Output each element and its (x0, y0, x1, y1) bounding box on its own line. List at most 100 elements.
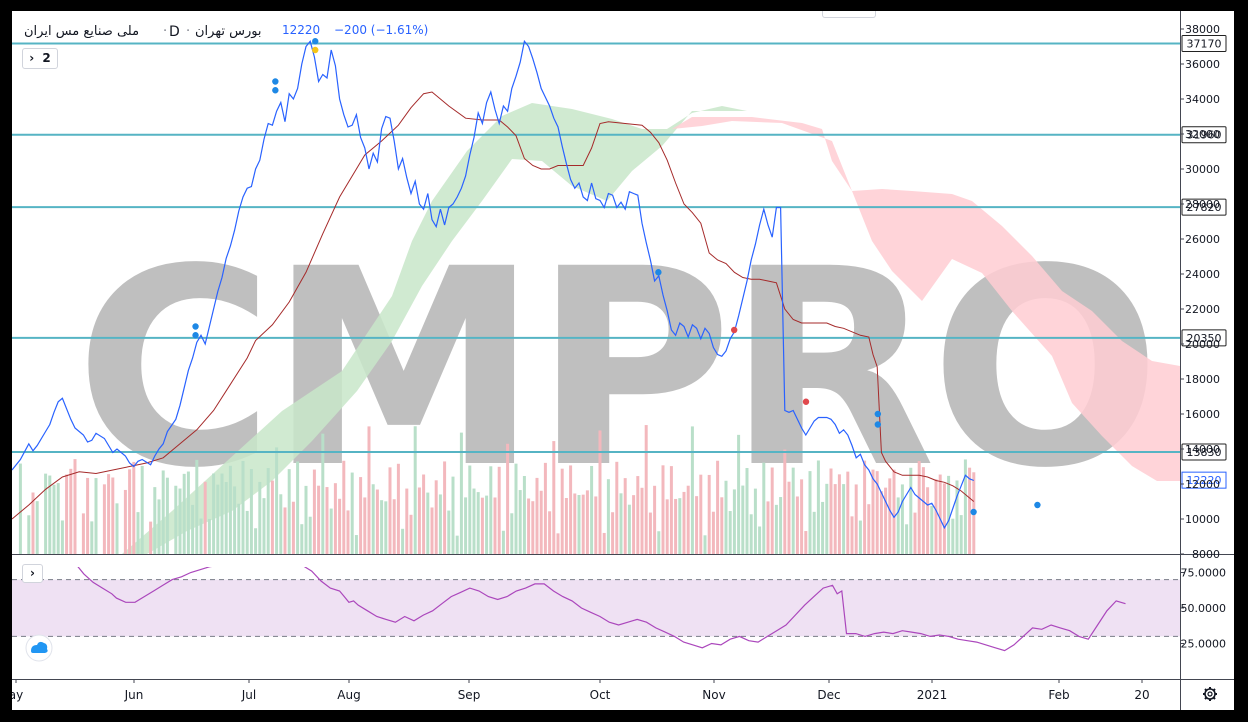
time-tick-label: Sep (458, 688, 481, 702)
volume-bar (779, 497, 783, 554)
volume-bar (262, 498, 266, 554)
volume-bar (766, 501, 770, 554)
settings-gear-icon[interactable] (1203, 687, 1217, 701)
header-separator: · (163, 24, 168, 39)
volume-bar (791, 467, 795, 554)
volume-bar (165, 477, 169, 554)
volume-bar (249, 468, 253, 554)
volume-bar (884, 487, 888, 554)
signal-dot-blue (655, 269, 662, 276)
signal-dot-blue (272, 87, 279, 94)
volume-bar (149, 521, 153, 554)
volume-bar (585, 490, 589, 554)
signal-dot-blue (1034, 501, 1041, 509)
volume-bar (682, 491, 686, 554)
volume-bar (674, 498, 678, 554)
rsi-tick-label: 75.0000 (1181, 567, 1227, 580)
volume-bar (342, 460, 346, 554)
volume-bar (90, 521, 94, 554)
rsi-axis[interactable]: 75.0000 50.0000 25.0000 (1180, 567, 1226, 651)
volume-bar (959, 515, 963, 554)
volume-bar (531, 501, 535, 554)
volume-bar (455, 535, 459, 554)
volume-bar (195, 459, 199, 554)
volume-bar (308, 516, 312, 554)
volume-bar (329, 508, 333, 554)
volume-bar (270, 480, 274, 554)
volume-bar (514, 463, 518, 554)
rsi-legend-toggle-button[interactable]: › (22, 564, 43, 583)
tradingview-logo-icon[interactable] (25, 634, 53, 662)
volume-bar (548, 511, 552, 554)
volume-bar (926, 487, 930, 554)
level-price-label (1181, 198, 1227, 216)
chart-panel[interactable]: CMPRO 37170 31960 27820 20350 13830 12220 380… (9, 11, 1234, 710)
volume-bar (296, 461, 300, 554)
volume-bar (409, 514, 413, 554)
symbol-name[interactable]: ملی صنایع مس ایران (24, 24, 140, 39)
volume-bar (18, 463, 22, 554)
volume-bar (392, 499, 396, 554)
level-price-label (1181, 329, 1227, 347)
volume-bar (287, 469, 291, 554)
volume-bar (258, 481, 262, 554)
volume-bar (468, 465, 472, 554)
collapse-indicators-button[interactable]: › 2 (22, 48, 58, 69)
time-axis[interactable]: ay Jun Jul Aug Sep Oct Nov Dec 2021 Feb 20 (9, 679, 1150, 702)
price-tick-label: 8000 (1192, 548, 1220, 561)
volume-bar (837, 474, 841, 554)
volume-bar (669, 466, 673, 554)
level-price-label (1181, 126, 1227, 144)
volume-bar (590, 465, 594, 554)
volume-bar (312, 469, 316, 554)
volume-bar (115, 503, 119, 554)
top-toolbar-tab[interactable] (822, 11, 876, 18)
price-tick-label: 18000 (1185, 373, 1220, 386)
rsi-line (77, 567, 1126, 652)
volume-bar (178, 488, 182, 554)
price-axis[interactable]: 38000 36000 34000 32000 30000 28000 26000 24000… (1180, 23, 1220, 561)
rsi-tick-label: 50.0000 (1181, 602, 1227, 615)
price-tick-label: 30000 (1185, 163, 1220, 176)
volume-bar (753, 488, 757, 554)
volume-bar (228, 465, 232, 554)
volume-bar (81, 513, 85, 554)
volume-bar (69, 468, 73, 554)
signal-dot-blue (970, 508, 977, 516)
volume-bar (846, 471, 850, 554)
time-tick-label: Oct (590, 688, 611, 702)
last-price-tag-text: 12220 (1187, 474, 1222, 487)
volume-bar (606, 479, 610, 554)
volume-bar (644, 425, 648, 554)
volume-bar (443, 461, 447, 554)
price-line (12, 39, 975, 530)
signal-dot-blue (272, 78, 279, 85)
price-pane[interactable] (12, 11, 1180, 554)
time-tick-label: Nov (702, 688, 725, 702)
volume-bar (863, 460, 867, 554)
volume-bar (94, 478, 98, 554)
volume-bar (405, 488, 409, 554)
level-price-label (1181, 35, 1227, 53)
volume-bar (207, 518, 211, 554)
exchange-label: بورس تهران (195, 24, 262, 39)
volume-bar (770, 467, 774, 554)
volume-bar (783, 449, 787, 554)
volume-bar (279, 494, 283, 554)
volume-bar (220, 473, 224, 554)
volume-bar (275, 447, 279, 554)
volume-bar (686, 485, 690, 554)
volume-bar (581, 494, 585, 554)
volume-bar (909, 467, 913, 554)
volume-bar (720, 497, 724, 554)
volume-bar (380, 500, 384, 554)
volume-bar (699, 474, 703, 554)
level-price-text: 13830 (1187, 446, 1222, 459)
volume-bar (136, 512, 140, 554)
volume-bar (879, 491, 883, 554)
interval-label[interactable]: D (169, 24, 180, 40)
header-separator: · (186, 24, 191, 39)
volume-bar (354, 535, 358, 554)
